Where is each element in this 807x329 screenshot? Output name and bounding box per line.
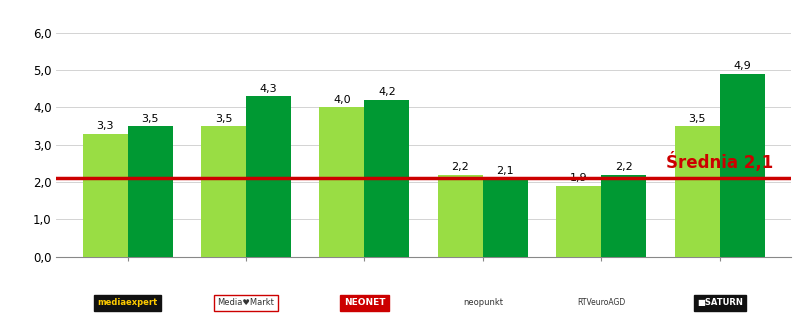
- Text: 2,2: 2,2: [615, 162, 633, 172]
- Bar: [320, 108, 365, 257]
- Text: 2,1: 2,1: [496, 166, 514, 176]
- Text: 3,5: 3,5: [215, 114, 232, 123]
- Text: 3,5: 3,5: [688, 114, 706, 123]
- Bar: [438, 175, 483, 257]
- Text: 4,3: 4,3: [260, 84, 278, 94]
- Text: ■SATURN: ■SATURN: [697, 298, 742, 307]
- Text: Media♥Markt: Media♥Markt: [218, 298, 274, 307]
- Text: Średnia 2,1: Średnia 2,1: [667, 152, 774, 172]
- Bar: [246, 96, 291, 257]
- Text: 4,9: 4,9: [734, 61, 751, 71]
- Text: 3,3: 3,3: [96, 121, 114, 131]
- Bar: [720, 74, 765, 257]
- Text: 4,0: 4,0: [333, 95, 351, 105]
- Text: neopunkt: neopunkt: [463, 298, 503, 307]
- Bar: [601, 175, 646, 257]
- Bar: [483, 178, 528, 257]
- Bar: [556, 186, 601, 257]
- Text: RTVeuroAGD: RTVeuroAGD: [577, 298, 625, 307]
- Bar: [365, 100, 409, 257]
- Bar: [82, 134, 128, 257]
- Text: 3,5: 3,5: [141, 114, 159, 123]
- Bar: [675, 126, 720, 257]
- Bar: [128, 126, 173, 257]
- Text: mediaexpert: mediaexpert: [98, 298, 157, 307]
- Text: 4,2: 4,2: [378, 88, 395, 97]
- Text: NEONET: NEONET: [344, 298, 385, 307]
- Text: 2,2: 2,2: [452, 162, 469, 172]
- Text: 1,9: 1,9: [570, 173, 587, 183]
- Bar: [201, 126, 246, 257]
